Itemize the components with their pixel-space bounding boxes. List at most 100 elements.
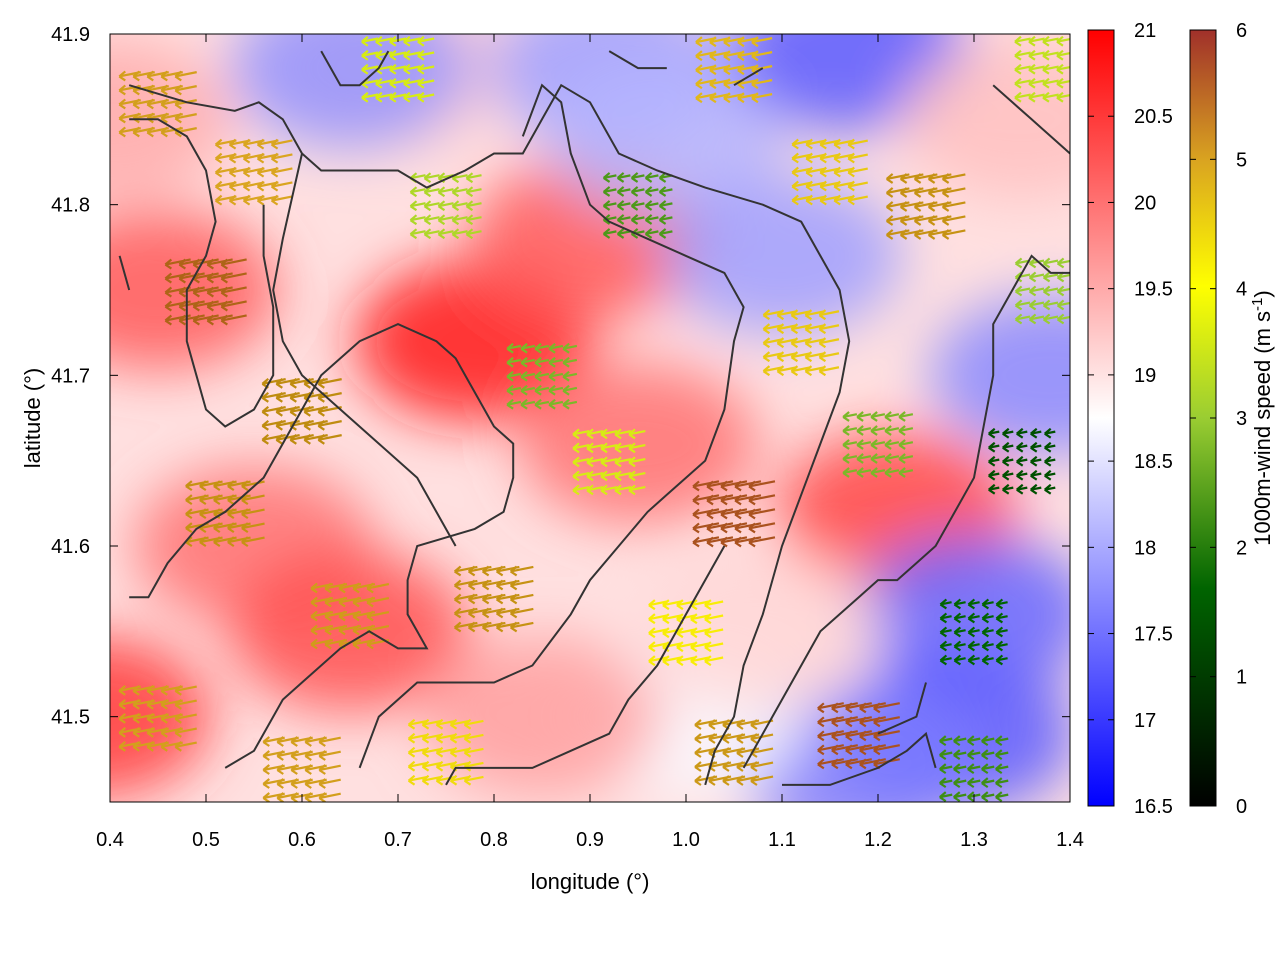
wind-arrow bbox=[831, 702, 858, 714]
contour-line-4 bbox=[272, 153, 457, 547]
wind-arrow bbox=[241, 522, 265, 534]
wind-arrow bbox=[602, 228, 617, 239]
wind-arrow bbox=[1014, 91, 1031, 103]
wind-arrow bbox=[662, 655, 682, 667]
wind-arrow bbox=[1028, 271, 1045, 283]
wind-arrow bbox=[389, 91, 407, 103]
wind-arrow bbox=[600, 484, 618, 496]
wind-arrow bbox=[988, 427, 1000, 439]
wind-arrow bbox=[270, 180, 293, 192]
wind-arrow bbox=[1016, 455, 1028, 467]
wind-arrow bbox=[847, 138, 868, 150]
wind-arrow bbox=[270, 166, 293, 178]
wind-arrow bbox=[939, 791, 953, 802]
wind-arrow bbox=[616, 214, 631, 225]
wind-arrow bbox=[692, 480, 720, 492]
wind-arrow bbox=[375, 35, 393, 47]
contour-line-7 bbox=[782, 731, 937, 786]
wind-arrow bbox=[192, 300, 219, 312]
contour-line-2 bbox=[118, 255, 131, 291]
wind-arrow bbox=[1042, 35, 1059, 47]
wind-arrow bbox=[1042, 77, 1059, 89]
colorbar-tick-label: 21 bbox=[1134, 20, 1156, 42]
wind-arrow bbox=[981, 735, 995, 747]
wind-arrow bbox=[1014, 285, 1031, 297]
wind-arrow bbox=[174, 84, 197, 96]
wind-arrow bbox=[967, 654, 980, 666]
colorbar-tick-label: 6 bbox=[1236, 20, 1247, 42]
wind-arrow bbox=[939, 612, 952, 624]
wind-arrow bbox=[628, 470, 646, 482]
wind-arrow bbox=[421, 760, 442, 772]
contour-line-0 bbox=[128, 83, 851, 786]
wind-arrow bbox=[939, 763, 953, 775]
contour-line-3 bbox=[129, 323, 515, 769]
x-axis-label: longitude (°) bbox=[531, 869, 650, 894]
wind-arrow bbox=[164, 286, 191, 298]
wind-arrow bbox=[465, 214, 482, 226]
colorbar-tick-label: 20 bbox=[1134, 192, 1156, 214]
y-axis-label: latitude (°) bbox=[20, 368, 45, 469]
wind-arrow bbox=[534, 384, 550, 396]
wind-cluster-6 bbox=[214, 138, 293, 206]
wind-arrow bbox=[953, 749, 967, 761]
wind-arrow bbox=[270, 194, 293, 206]
wind-arrow bbox=[692, 522, 720, 534]
wind-arrow bbox=[981, 749, 995, 761]
wind-arrow bbox=[1072, 286, 1086, 295]
wind-arrow bbox=[407, 732, 428, 744]
wind-arrow bbox=[206, 258, 233, 270]
contour-line-5 bbox=[358, 83, 745, 769]
wind-arrow bbox=[628, 456, 646, 468]
wind-arrow bbox=[449, 732, 470, 744]
wind-arrow bbox=[317, 377, 342, 389]
wind-arrow bbox=[614, 428, 632, 440]
wind-arrow bbox=[407, 774, 428, 786]
wind-arrow bbox=[206, 314, 233, 326]
contour-line-12 bbox=[608, 50, 667, 70]
wind-arrow bbox=[981, 612, 994, 624]
wind-arrow bbox=[616, 186, 631, 197]
wind-arrow bbox=[417, 35, 435, 47]
wind-arrow bbox=[178, 286, 205, 298]
wind-arrow bbox=[572, 442, 590, 454]
wind-arrow bbox=[967, 640, 980, 652]
wind-arrow bbox=[375, 77, 393, 89]
wind-arrow bbox=[847, 180, 868, 192]
wind-arrow bbox=[676, 641, 696, 653]
wind-arrow bbox=[644, 200, 659, 211]
wind-arrow bbox=[748, 522, 776, 534]
wind-cluster-4 bbox=[118, 684, 197, 752]
wind-arrow bbox=[409, 228, 426, 240]
wind-arrow bbox=[616, 172, 631, 183]
colorbar-tick-label: 16.5 bbox=[1134, 796, 1173, 818]
wind-arrow bbox=[403, 63, 421, 75]
wind-arrow bbox=[981, 598, 994, 610]
wind-arrow bbox=[423, 172, 440, 184]
wind-arrow bbox=[628, 442, 646, 454]
wind-arrow bbox=[939, 777, 953, 789]
wind-arrow bbox=[845, 702, 872, 714]
wind-arrow bbox=[870, 453, 886, 464]
wind-arrow bbox=[435, 760, 456, 772]
wind-speed-colorbar: 0 1 2 3 4 5 6 bbox=[1189, 20, 1247, 818]
wind-arrow bbox=[423, 228, 440, 240]
plot-area bbox=[109, 33, 1086, 803]
wind-arrow bbox=[870, 467, 886, 478]
y-tick-label: 41.5 bbox=[51, 707, 90, 729]
wind-arrow bbox=[241, 494, 265, 506]
wind-arrow bbox=[704, 655, 724, 667]
wind-arrow bbox=[174, 712, 197, 724]
wind-arrow bbox=[534, 342, 550, 354]
wind-arrow bbox=[1056, 63, 1070, 75]
wind-arrow bbox=[1044, 455, 1056, 467]
wind-arrow bbox=[856, 425, 872, 436]
wind-arrow bbox=[953, 777, 967, 789]
wind-arrow bbox=[465, 228, 482, 240]
wind-arrow bbox=[318, 778, 341, 789]
wind-arrow bbox=[403, 49, 421, 61]
wind-cluster-15 bbox=[791, 138, 868, 206]
wind-arrow bbox=[859, 716, 886, 728]
wind-arrow bbox=[818, 309, 840, 321]
temperature-blob-0 bbox=[110, 210, 278, 370]
